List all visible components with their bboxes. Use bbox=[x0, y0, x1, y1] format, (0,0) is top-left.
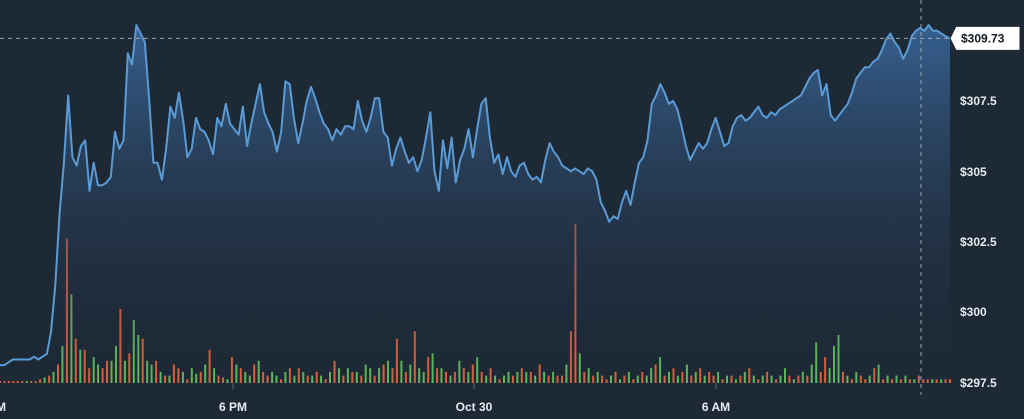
x-tick-label: M bbox=[0, 400, 6, 414]
current-price-label: $309.73 bbox=[949, 25, 1021, 51]
y-tick-label: $297.5 bbox=[960, 376, 997, 390]
price-line bbox=[0, 24, 951, 367]
x-tick-label: 6 PM bbox=[219, 400, 247, 414]
y-tick-label: $305 bbox=[960, 165, 987, 179]
x-axis: M 6 PM Oct 30 6 AM bbox=[0, 383, 730, 414]
y-tick-label: $300 bbox=[960, 305, 987, 319]
y-tick-label: $302.5 bbox=[960, 235, 997, 249]
current-price-value: $309.73 bbox=[961, 31, 1005, 45]
y-axis: $307.5 $305 $302.5 $300 $297.5 bbox=[960, 94, 997, 390]
x-tick-label: Oct 30 bbox=[456, 400, 493, 414]
y-tick-label: $307.5 bbox=[960, 94, 997, 108]
current-price-label-box bbox=[949, 25, 1021, 51]
x-tick-label: 6 AM bbox=[702, 400, 730, 414]
price-area-fill bbox=[0, 25, 950, 383]
